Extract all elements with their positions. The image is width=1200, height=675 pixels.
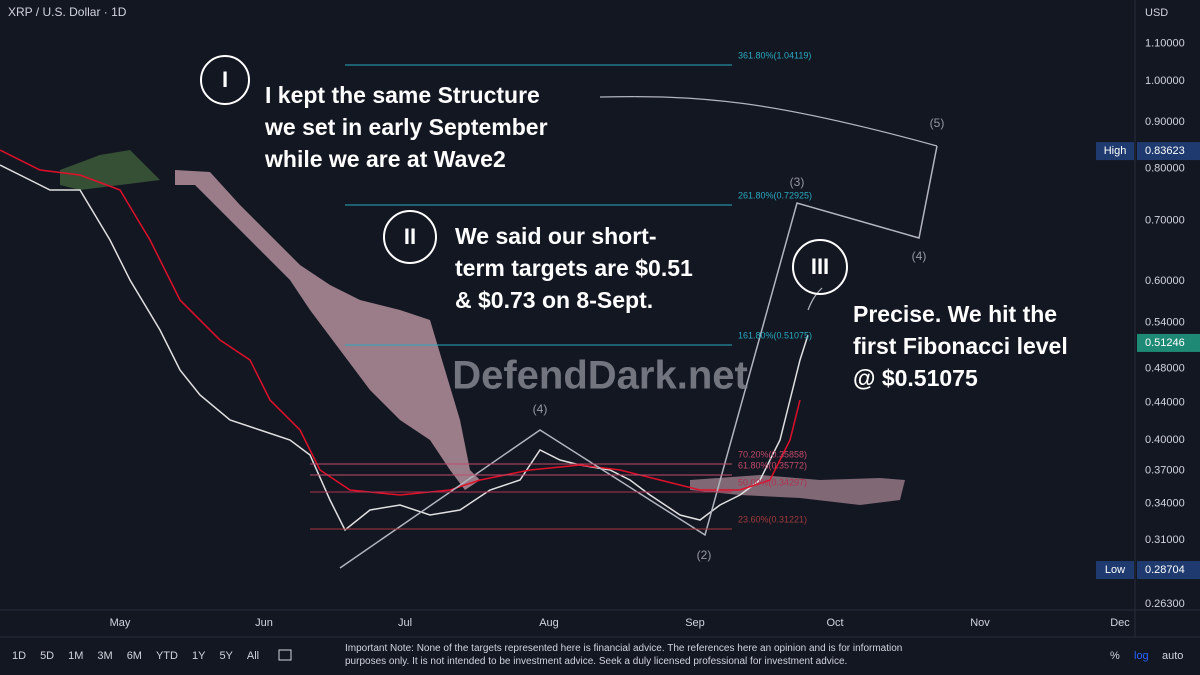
- price-badge-value: 0.28704: [1145, 564, 1185, 576]
- range-button[interactable]: 1Y: [192, 650, 206, 662]
- price-tick-label: 0.90000: [1145, 116, 1185, 128]
- scale-option[interactable]: %: [1110, 650, 1120, 662]
- price-badge-value: 0.83623: [1145, 145, 1185, 157]
- price-badge: [1137, 142, 1200, 161]
- range-button[interactable]: 1M: [68, 650, 83, 662]
- pointer-line: [807, 287, 823, 311]
- price-badge-label: [1096, 142, 1134, 161]
- note: Important Note: None of the targets repr…: [345, 643, 903, 667]
- annotation-text: first Fibonacci level: [853, 333, 1068, 359]
- price-tick-label: 0.26300: [1145, 598, 1185, 610]
- time-tick-label: Oct: [826, 617, 843, 629]
- note-box: Important Note: None of the targets repr…: [345, 643, 903, 667]
- price-tick-label: 0.60000: [1145, 275, 1185, 287]
- price-tick-label: 0.34000: [1145, 498, 1185, 510]
- wave-label: (4): [912, 249, 927, 263]
- time-tick-label: Nov: [970, 617, 990, 629]
- range-button[interactable]: 6M: [127, 650, 142, 662]
- price-tick-label: 0.80000: [1145, 162, 1185, 174]
- annotation-text: @ $0.51075: [853, 365, 978, 391]
- price-tick-label: 1.00000: [1145, 75, 1185, 87]
- range-button[interactable]: YTD: [156, 650, 178, 662]
- fib-label: 70.20%(0.35858): [738, 449, 807, 459]
- annotation-text: We said our short-: [455, 223, 657, 249]
- range-button[interactable]: 1D: [12, 650, 26, 662]
- annotation-text: we set in early September: [264, 114, 548, 140]
- wave-label: (3): [790, 175, 805, 189]
- time-tick-label: May: [110, 617, 131, 629]
- range-button[interactable]: 5D: [40, 650, 54, 662]
- price-tick-label: 0.70000: [1145, 215, 1185, 227]
- time-tick-label: Dec: [1110, 617, 1130, 629]
- marker-circle: [200, 55, 250, 105]
- fib-label: 61.80%(0.35772): [738, 460, 807, 470]
- ichimoku-cloud: [175, 170, 480, 490]
- range-button[interactable]: 5Y: [219, 650, 233, 662]
- scale-option[interactable]: auto: [1162, 650, 1183, 662]
- annotation-text: I kept the same Structure: [265, 82, 540, 108]
- marker-circle: [792, 239, 848, 295]
- wave-label: (4): [533, 402, 548, 416]
- price-tick-label: 1.10000: [1145, 38, 1185, 50]
- annotation-text: term targets are $0.51: [455, 255, 693, 281]
- symbol-title: XRP / U.S. Dollar · 1D: [8, 5, 127, 19]
- watermark: DefendDark.net: [452, 354, 748, 398]
- price-badge-text: Low: [1105, 564, 1125, 576]
- marker-circle: [383, 210, 437, 264]
- currency[interactable]: USD: [1145, 7, 1168, 19]
- price-tick-label: 0.54000: [1145, 316, 1185, 328]
- annotation-text: & $0.73 on 8-Sept.: [455, 287, 653, 313]
- price-tick-label: 0.44000: [1145, 397, 1185, 409]
- price-badge-value: 0.51246: [1145, 337, 1185, 349]
- annotation-text: while we are at Wave2: [264, 146, 506, 172]
- fib-label: 361.80%(1.04119): [738, 50, 811, 60]
- price-badge-label: [1096, 561, 1134, 580]
- marker-label: III: [811, 254, 829, 279]
- pointer-line: [599, 96, 938, 147]
- fib-label: 23.60%(0.31221): [738, 514, 807, 524]
- marker-label: II: [404, 224, 416, 249]
- toolbar-icon[interactable]: [278, 649, 292, 661]
- marker-label: I: [222, 67, 228, 92]
- price-line: [0, 164, 809, 532]
- time-tick-label: Sep: [685, 617, 705, 629]
- time-tick-label: Aug: [539, 617, 559, 629]
- price-tick-label: 0.37000: [1145, 464, 1185, 476]
- time-tick-label: Jun: [255, 617, 273, 629]
- fib-label: 261.80%(0.72925): [738, 190, 812, 200]
- range-button[interactable]: 3M: [97, 650, 112, 662]
- ichimoku-cloud-late: [690, 475, 905, 505]
- time-tick-label: Jul: [398, 617, 412, 629]
- price-tick-label: 0.40000: [1145, 434, 1185, 446]
- wave-path: [339, 145, 938, 569]
- price-badge-text: High: [1104, 145, 1127, 157]
- price-tick-label: 0.31000: [1145, 534, 1185, 546]
- fib-label: 161.80%(0.51075): [738, 330, 812, 340]
- ichimoku-cloud-green: [60, 150, 160, 190]
- price-badge: [1137, 561, 1200, 580]
- range-button[interactable]: All: [247, 650, 259, 662]
- price-tick-label: 0.48000: [1145, 362, 1185, 374]
- scale-option[interactable]: log: [1134, 650, 1149, 662]
- price-badge: [1137, 333, 1200, 352]
- wave-label: (5): [930, 116, 945, 130]
- fib-label: 50.00%(0.34297): [738, 477, 807, 487]
- wave-label: (2): [697, 548, 712, 562]
- annotation-text: Precise. We hit the: [853, 301, 1057, 327]
